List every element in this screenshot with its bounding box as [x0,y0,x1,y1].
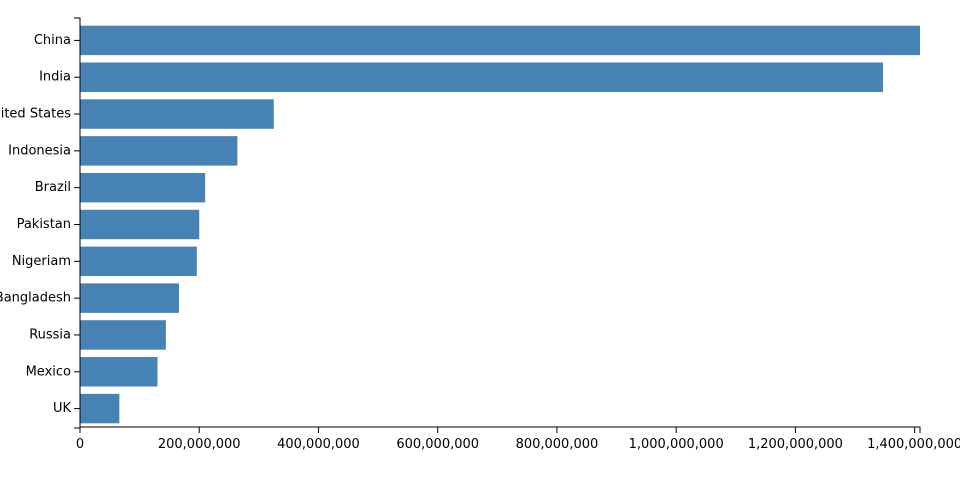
y-tick-label: UK [53,401,72,416]
bar-china [80,25,920,56]
bar-brazil [80,172,206,203]
bar-united-states [80,99,274,129]
x-tick-label: 0 [76,437,84,452]
bar-mexico [80,357,158,387]
bar-india [80,62,884,92]
x-tick-label: 600,000,000 [396,437,479,452]
x-tick-label: 1,400,000,000 [867,437,960,452]
bars-group [80,25,920,424]
bar-bangladesh [80,283,179,313]
y-tick-label: Pakistan [17,217,71,232]
x-tick-label: 400,000,000 [277,437,360,452]
bar-russia [80,320,166,350]
bar-pakistan [80,209,200,240]
y-tick-label: Mexico [26,364,71,379]
x-tick-label: 800,000,000 [516,437,599,452]
y-tick-label: Bangladesh [0,291,71,306]
x-axis-domain [79,426,921,433]
y-axis-domain [74,17,81,429]
y-tick-label: Russia [29,327,71,342]
y-tick-label: United States [0,107,71,122]
y-tick-label: Nigeriam [12,254,71,269]
y-tick-label: China [34,33,71,48]
x-axis: 0 200,000,000 400,000,000 600,000,000 800,00… [76,426,960,452]
bar-indonesia [80,136,238,166]
y-tick-label: India [39,70,71,85]
y-tick-label: Indonesia [8,143,71,158]
y-axis: China India United States Indonesia Brazil Pa… [0,17,81,429]
bar-nigeriam [80,246,197,277]
bar-uk [80,393,120,424]
x-tick-label: 200,000,000 [158,437,241,452]
x-tick-label: 1,200,000,000 [748,437,843,452]
x-tick-label: 1,000,000,000 [629,437,724,452]
y-tick-label: Brazil [35,180,71,195]
